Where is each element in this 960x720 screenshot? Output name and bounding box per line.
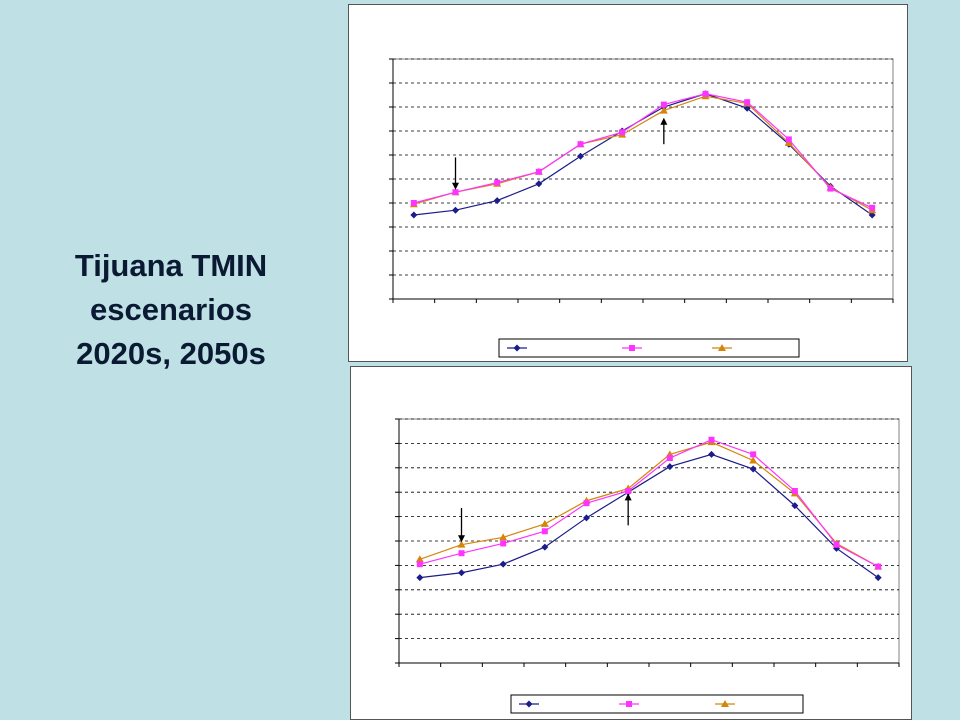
annotation-min [660, 117, 668, 145]
slide-title-line-3: 2020s, 2050s [76, 336, 266, 371]
series-Med_B2_20s [410, 90, 876, 211]
data-point-Med_B2_20s [410, 200, 417, 206]
data-point-Med_OBS [874, 574, 882, 582]
data-point-Med_B2_20s [577, 141, 584, 148]
data-point-Med_B2_20s [619, 129, 626, 136]
annotation-max [458, 507, 465, 543]
data-point-Med_B2_20s [535, 168, 542, 175]
data-point-Med_A2_50s [749, 456, 758, 464]
series-line-Med_B2_50s [419, 439, 879, 568]
data-point-Med_B2_50s [416, 561, 423, 568]
data-point-Med_OBS [749, 465, 757, 473]
annotation-arrow-head [660, 117, 668, 125]
legend-item-Med_B2_20s [622, 345, 642, 351]
data-point-Med_A2_20s [659, 106, 668, 114]
data-point-Med_Obs_6190 [535, 180, 543, 188]
chart-panel-2020s [348, 4, 908, 362]
data-point-Med_B2_50s [750, 451, 757, 458]
data-point-Med_B2_50s [833, 541, 840, 548]
legend [510, 694, 804, 714]
series-line-Med_OBS [419, 453, 879, 579]
data-point-Med_B2_50s [791, 487, 798, 494]
plot-area [392, 58, 894, 300]
data-point-Med_OBS [458, 569, 465, 577]
slide-title-line-1: Tijuana TMIN [74, 248, 268, 283]
data-point-Med_B2_50s [583, 500, 590, 507]
legend [498, 338, 800, 358]
data-point-Med_B2_50s [625, 487, 632, 494]
data-point-Med_Obs_6190 [743, 104, 751, 112]
annotation-arrow-head [452, 182, 459, 190]
data-point-Med_OBS [583, 514, 590, 522]
data-point-Med_B2_50s [666, 455, 673, 462]
legend-item-Med_A2_50s [715, 700, 735, 707]
legend-frame [498, 338, 800, 358]
annotation-arrow-head [458, 535, 465, 543]
data-point-Med_Obs_6190 [410, 211, 418, 219]
legend-item-Med_B2_50s [619, 701, 639, 707]
data-point-Med_B2_50s [708, 436, 715, 443]
annotation-arrow-head [624, 493, 632, 501]
data-point-Med_B2_20s [452, 189, 459, 196]
data-point-Med_OBS [666, 463, 674, 471]
data-point-Med_A2_50s [540, 519, 549, 527]
series-Med_B2_50s [416, 436, 882, 570]
data-point-Med_OBS [708, 450, 715, 458]
chart-2050s [395, 418, 900, 714]
legend-swatch-marker [626, 701, 632, 707]
data-point-Med_OBS [541, 543, 549, 551]
annotation-max [452, 157, 459, 190]
data-point-Med_B2_20s [869, 204, 876, 211]
series-line-Med_B2_20s [413, 93, 873, 209]
series-line-Med_A2_20s [413, 95, 873, 211]
data-point-Med_B2_20s [827, 185, 834, 192]
data-point-Med_B2_50s [875, 563, 882, 570]
data-point-Med_B2_20s [702, 90, 709, 97]
legend-item-Med_Obs_6190 [507, 344, 527, 352]
chart-panel-2050s [350, 366, 912, 720]
plot-area [398, 418, 900, 664]
legend-swatch-marker [629, 345, 635, 351]
data-point-Med_B2_20s [785, 136, 792, 143]
data-point-Med_B2_20s [744, 99, 751, 106]
data-point-Med_B2_50s [541, 528, 548, 535]
data-point-Med_Obs_6190 [452, 206, 459, 214]
data-point-Med_B2_50s [458, 550, 465, 557]
annotation-min [624, 493, 632, 526]
legend-swatch-marker [721, 700, 729, 707]
series-line-Med_A2_50s [419, 441, 879, 568]
data-point-Med_OBS [791, 502, 799, 510]
legend-swatch-marker [718, 344, 726, 351]
legend-item-Med_OBS [519, 700, 539, 708]
data-point-Med_Obs_6190 [493, 197, 501, 205]
data-point-Med_B2_20s [494, 179, 501, 186]
slide-title: Tijuana TMIN escenarios 2020s, 2050s [12, 244, 330, 376]
chart-2020s [389, 58, 894, 358]
data-point-Med_B2_50s [500, 540, 507, 547]
data-point-Med_A2_50s [499, 533, 508, 541]
legend-item-Med_A2_20s [712, 344, 732, 351]
data-point-Med_OBS [416, 574, 424, 582]
data-point-Med_B2_20s [660, 101, 667, 108]
legend-swatch-marker [525, 700, 533, 708]
legend-swatch-marker [513, 344, 521, 352]
data-point-Med_Obs_6190 [577, 152, 584, 160]
data-point-Med_Obs_6190 [868, 211, 876, 219]
data-point-Med_A2_20s [784, 139, 793, 146]
data-point-Med_OBS [499, 560, 507, 568]
data-point-Med_A2_50s [457, 540, 466, 548]
slide-title-line-2: escenarios [90, 292, 252, 327]
legend-frame [510, 694, 804, 714]
data-point-Med_A2_50s [415, 555, 424, 563]
